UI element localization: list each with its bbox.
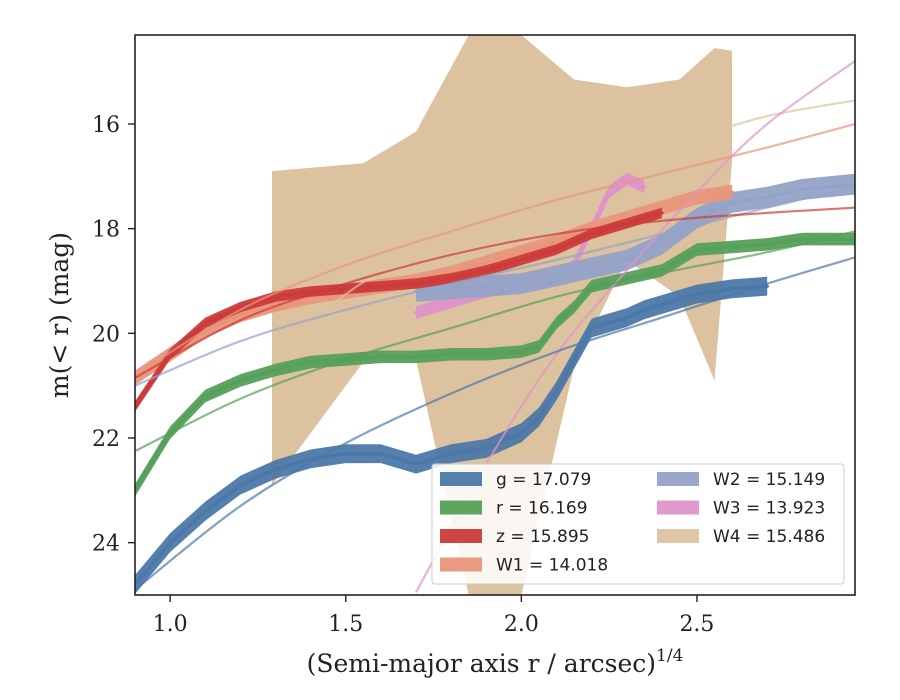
series-g-line [135, 284, 769, 587]
x-tick-label: 2.5 [679, 612, 714, 637]
series-z-model [135, 206, 855, 379]
x-tick-label: 2.0 [504, 612, 539, 637]
band-layer [272, 35, 733, 595]
x-axis-title: (Semi-major axis r / arcsec)1/4 [307, 646, 684, 678]
x-tick-label: 1.5 [328, 612, 363, 637]
y-tick-label: 18 [92, 218, 120, 243]
series-z-line [135, 211, 664, 409]
legend-entry-w3: W3 = 13.923 [657, 499, 825, 519]
legend-frame [431, 463, 845, 585]
legend-label: z = 15.895 [496, 527, 589, 547]
legend-swatch [657, 500, 699, 515]
legend-label: W2 = 15.149 [713, 470, 825, 490]
x-tick-label: 1.0 [153, 612, 188, 637]
legend-entry-z: z = 15.895 [440, 527, 589, 547]
series-r-band [135, 232, 855, 497]
legend-entry-r: r = 16.169 [440, 499, 588, 519]
legend: g = 17.079 r = 16.169 z = 15.895 W1 = 14.01… [431, 463, 845, 585]
legend-label: g = 17.079 [496, 470, 591, 490]
y-tick-label: 22 [92, 427, 120, 452]
legend-entry-w1: W1 = 14.018 [440, 556, 608, 576]
series-r-line [135, 237, 855, 493]
series-w2-model [135, 185, 855, 387]
legend-label: r = 16.169 [496, 499, 588, 519]
y-tick-label: 20 [92, 322, 120, 347]
series-w4-band [272, 35, 733, 595]
series-w4-model [274, 99, 855, 356]
x-axis-title-exponent: 1/4 [656, 646, 683, 666]
legend-entries: g = 17.079 r = 16.169 z = 15.895 W1 = 14.01… [440, 470, 825, 576]
series-g-model [135, 256, 855, 591]
legend-swatch [657, 472, 699, 486]
legend-entry-w4: W4 = 15.486 [657, 527, 825, 547]
series-r-model [135, 230, 855, 453]
plot-frame [134, 34, 856, 596]
series-w2-band [416, 173, 855, 302]
legend-label: W1 = 14.018 [496, 556, 608, 576]
legend-swatch [440, 557, 482, 572]
line-layer [135, 172, 855, 594]
tick-layer: 1.0 1.5 2.0 2.5 16 18 20 22 24 [92, 113, 714, 637]
y-tick-label: 24 [92, 532, 120, 557]
legend-entry-w2: W2 = 15.149 [657, 470, 825, 490]
legend-swatch [440, 472, 482, 486]
y-tick-label: 16 [92, 113, 120, 138]
legend-swatch [657, 529, 699, 543]
legend-swatch [440, 500, 482, 515]
legend-swatch [440, 529, 482, 543]
series-w1-model [135, 122, 855, 377]
x-axis-title-text: (Semi-major axis r / arcsec) [307, 649, 656, 678]
series-w2-line [414, 182, 855, 294]
legend-label: W3 = 13.923 [713, 499, 825, 519]
y-axis-title: m(< r) (mag) [45, 232, 74, 398]
legend-label: W4 = 15.486 [713, 527, 825, 547]
legend-entry-g: g = 17.079 [440, 470, 591, 490]
